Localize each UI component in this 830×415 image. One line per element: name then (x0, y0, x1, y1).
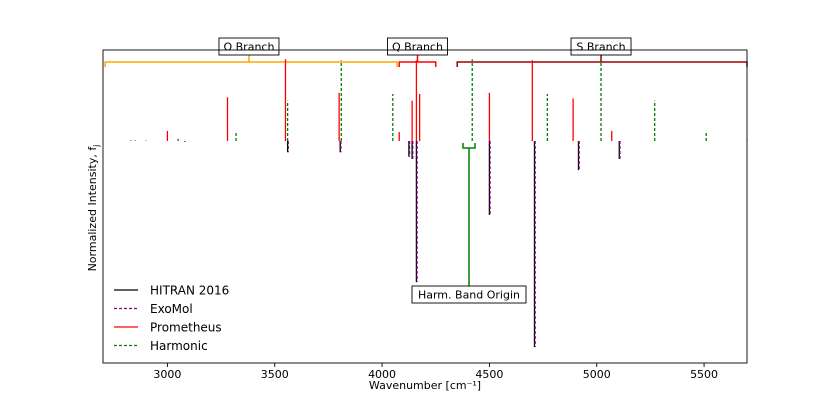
branch-label: Q Branch (392, 41, 443, 54)
legend-label: ExoMol (150, 302, 193, 316)
branch-label-box (218, 37, 280, 56)
y-axis-label: Normalized Intensity, fj (86, 145, 101, 272)
spectral-lines (130, 59, 748, 348)
branch-bracket (104, 61, 398, 67)
branch-bracket (398, 61, 437, 67)
x-tick-label: 4000 (368, 368, 396, 381)
y-axis-label-sub: j (92, 145, 101, 148)
branch-label-box (570, 37, 632, 56)
band-origin-label: Harm. Band Origin (418, 289, 520, 302)
y-axis-label-main: Normalized Intensity, f (86, 146, 99, 272)
branch-label: S Branch (576, 41, 625, 54)
x-axis-label: Wavenumber [cm⁻¹] (369, 379, 481, 392)
x-tick-label: 3000 (153, 368, 181, 381)
branch-bracket (456, 61, 748, 67)
plot-frame (102, 49, 748, 364)
band-origin-annotation: Harm. Band Origin (411, 143, 527, 304)
legend-label: Harmonic (150, 339, 208, 353)
branch-label: O Branch (223, 41, 274, 54)
legend-label: Prometheus (150, 321, 222, 335)
x-tick-label: 5500 (690, 368, 718, 381)
x-tick-label: 3500 (261, 368, 289, 381)
x-tick-label: 4500 (475, 368, 503, 381)
y-axis-label-group: Normalized Intensity, fj (86, 145, 101, 272)
legend: HITRAN 2016 ExoMol Prometheus Harmonic (114, 284, 229, 353)
legend-label: HITRAN 2016 (150, 284, 229, 298)
x-tick-label: 5000 (583, 368, 611, 381)
band-origin-label-box (411, 285, 527, 304)
branch-annotations: O Branch Q Branch S Branch (104, 37, 748, 67)
x-axis-ticks: 3000 3500 4000 4500 5000 5500 (153, 363, 718, 381)
branch-label-box (387, 37, 448, 56)
band-origin-bracket (462, 143, 476, 149)
